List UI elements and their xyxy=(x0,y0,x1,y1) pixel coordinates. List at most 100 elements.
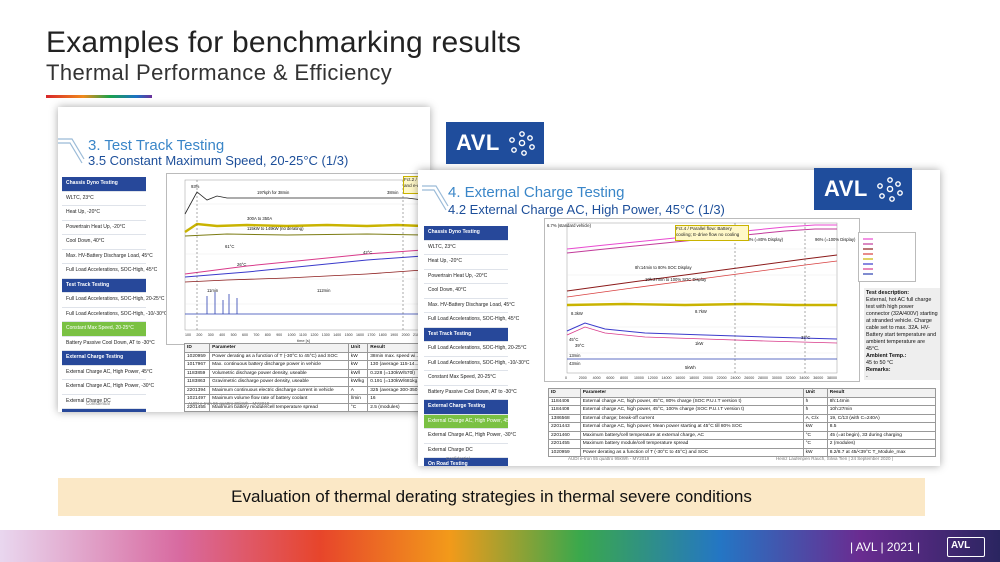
chart-annotation: 96% (=100% Display) xyxy=(815,237,856,242)
table-cell: kW/l xyxy=(347,368,369,378)
table-cell: 1183859 xyxy=(183,368,211,378)
x-tick-label: 500 xyxy=(231,333,237,337)
x-tick-label: 600 xyxy=(242,333,248,337)
nav-section-header[interactable]: On Road Testing xyxy=(424,458,508,466)
chart-annotation: 39°C xyxy=(575,343,584,348)
x-tick-label: 4000 xyxy=(593,376,601,380)
avl-dots-icon xyxy=(877,177,903,202)
nav-item[interactable]: Battery Passive Cool Down, AT to -30°C xyxy=(424,386,517,400)
nav-section-header[interactable]: External Charge Testing xyxy=(424,400,508,415)
nav-item[interactable]: Full Load Accelerations, SOC-High, -10/-… xyxy=(62,308,168,322)
x-tick-label: 38000 xyxy=(827,376,837,380)
nav-item[interactable]: External Charge DC xyxy=(424,444,508,458)
nav-item[interactable]: External Charge AC, High Power, -30°C xyxy=(424,429,516,444)
nav-item[interactable]: External Charge AC, High Power, 45°C xyxy=(424,414,515,429)
nav-item[interactable]: Full Load Accelerations, SOC-High, 20-25… xyxy=(424,342,526,357)
nav-item[interactable]: Max. HV-Battery Discharge Load, 45°C xyxy=(62,250,153,264)
section-bracket-icon xyxy=(422,185,449,211)
nav-item[interactable]: Full Load Accelerations, SOC-High, -10/-… xyxy=(424,357,530,371)
x-tick-label: 36000 xyxy=(813,376,823,380)
table-cell: External charge; break-off current xyxy=(579,413,804,423)
table-cell: 8.2/8.7 at 45/<39°C T_Module_max xyxy=(826,447,937,457)
x-tick-label: 6000 xyxy=(606,376,614,380)
chart-annotation: 115kW to 149kW (no derating) xyxy=(247,226,304,231)
nav-item[interactable]: Heat Up, -20°C xyxy=(62,206,146,221)
title-underline xyxy=(46,95,152,98)
nav-item[interactable]: WLTC, 23°C xyxy=(62,192,146,206)
nav-item[interactable]: Powertrain Heat Up, -20°C xyxy=(62,221,146,235)
x-tick-label: 300 xyxy=(208,333,214,337)
chart-annotation: 43min xyxy=(569,361,581,366)
nav-item[interactable]: External Charge DC xyxy=(62,395,146,409)
conclusion-text: Evaluation of thermal derating strategie… xyxy=(231,487,752,506)
nav-item[interactable]: Powertrain Heat Up, -20°C xyxy=(424,270,508,284)
test-description: Test description: External, hot AC full … xyxy=(864,288,940,380)
nav-item[interactable]: Battery Passive Cool Down, AT to -30°C xyxy=(62,337,155,351)
table-header: Result xyxy=(826,388,937,398)
avl-logo-text: AVL xyxy=(456,130,500,155)
footer-confidential: Confidential xyxy=(446,456,470,461)
table-cell: 45 (=at begin), 33 during charging xyxy=(826,430,937,440)
nav-item[interactable]: Constant Max Speed, 20-25°C xyxy=(424,371,508,386)
table-cell: kW xyxy=(802,447,828,457)
nav-item[interactable]: External Charge AC, High Power, 45°C xyxy=(62,366,153,380)
nav-section-header[interactable]: On Road Testing xyxy=(62,409,146,412)
nav-item[interactable]: Max. HV-Battery Discharge Load, 45°C xyxy=(424,299,515,313)
table-cell: A xyxy=(347,385,369,395)
x-tick-label: 16000 xyxy=(675,376,685,380)
table-header: Parameter xyxy=(579,388,804,398)
table-cell: kW xyxy=(347,351,369,361)
nav-item[interactable]: Full Load Accelerations, SOC-High, 45°C xyxy=(62,264,157,279)
nav-section-header[interactable]: External Charge Testing xyxy=(62,351,146,366)
nav-item[interactable]: Constant Max Speed, 20-25°C xyxy=(62,322,146,337)
nav-item[interactable]: Full Load Accelerations, SOC-High, 45°C xyxy=(424,313,519,328)
nav-section-header[interactable]: Test Track Testing xyxy=(62,278,146,293)
x-tick-label: 1000 xyxy=(288,333,296,337)
nav-item[interactable]: Cool Down, 40°C xyxy=(424,284,508,299)
avl-logo: AVL xyxy=(814,168,912,210)
x-tick-label: 1500 xyxy=(345,333,353,337)
table-cell: Maximum continuous electric discharge cu… xyxy=(209,385,349,395)
table-cell: 1184408 xyxy=(548,405,581,415)
x-tick-label: 700 xyxy=(253,333,259,337)
table-row: 1184406 External charge AC, high power, 4… xyxy=(548,396,937,406)
avl-logo: AVL xyxy=(446,122,544,164)
table-row: 1020959 Power derating as a function of T… xyxy=(183,351,428,361)
chart-annotation: 45°C xyxy=(569,337,578,342)
chart-annotation: 112min xyxy=(317,288,331,293)
remarks-value: - xyxy=(866,374,868,380)
table-cell: °C xyxy=(802,439,828,449)
avl-logo-text: AVL xyxy=(824,176,868,201)
table-cell: 8h:14min xyxy=(826,396,937,406)
x-tick-label: 1200 xyxy=(310,333,318,337)
chart-annotation: 11min xyxy=(207,288,219,293)
chart-annotation: 5kWh xyxy=(685,365,696,370)
nav-section-header[interactable]: Test Track Testing xyxy=(424,327,508,342)
table-row: 1183859 Volumetric discharge power densit… xyxy=(183,368,428,378)
table-cell: °C xyxy=(802,430,828,440)
x-tick-label: 24000 xyxy=(730,376,740,380)
nav-item[interactable]: External Charge AC, High Power, -30°C xyxy=(62,380,154,395)
footer-author: Heinz Laufenpen Rauch, Silvia Tien | 24 … xyxy=(776,456,893,461)
x-tick-label: 14000 xyxy=(662,376,672,380)
nav-section-header[interactable]: Chassis Dyno Testing xyxy=(62,177,146,192)
nav-item[interactable]: Cool Down, 40°C xyxy=(62,235,146,250)
table-cell: Maximum battery/cell temperature at exte… xyxy=(579,430,804,440)
nav-section-header[interactable]: Chassis Dyno Testing xyxy=(424,226,508,241)
table-cell: Max. continuous battery discharge power … xyxy=(209,360,349,370)
nav-item[interactable]: WLTC, 23°C xyxy=(424,241,508,255)
x-tick-label: 2000 xyxy=(402,333,410,337)
table-header: Unit xyxy=(802,388,828,398)
avl-dots-icon xyxy=(509,131,535,156)
nav-item[interactable]: Full Load Accelerations, SOC-High, 20-25… xyxy=(62,293,164,308)
x-tick-label: 1600 xyxy=(356,333,364,337)
footer-bar xyxy=(0,530,1000,562)
table-cell: l/min xyxy=(347,394,369,404)
x-tick-label: 30000 xyxy=(772,376,782,380)
chart-annotation: 13min xyxy=(569,353,581,358)
table-cell: External charge AC, high power; Mean pow… xyxy=(579,422,804,432)
nav-item[interactable]: Heat Up, -20°C xyxy=(424,255,508,270)
footer-avl-logo: AVL xyxy=(947,537,985,557)
chart-annotation: 300A to 350A xyxy=(247,216,272,221)
remarks-title: Remarks: xyxy=(866,367,891,373)
